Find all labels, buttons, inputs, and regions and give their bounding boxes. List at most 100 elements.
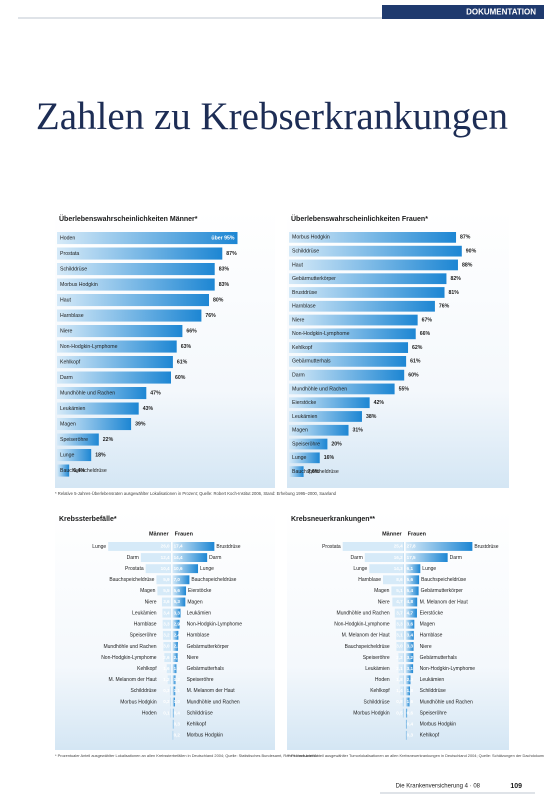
bar [166,664,171,674]
bar-category: Morbus Hodgkin [187,733,224,739]
bar [172,675,176,685]
bar [289,452,320,464]
bar [57,464,70,477]
bar-category: Magen [60,421,76,427]
bar-category: M. Melanom der Haut [342,633,391,639]
bar-category: M. Melanom der Haut [109,677,158,683]
bar [405,719,407,729]
bar-category: Bauchspeicheldrüse [421,577,466,583]
chart-title: Überlebenswahrscheinlichkeiten Frauen* [291,214,428,223]
value-label: 18% [95,452,106,458]
bar-category: Schilddrüse [60,266,87,272]
bar [395,619,404,629]
value-label: 4,7 [407,610,414,615]
value-label: 82% [450,276,461,282]
bar [405,630,414,640]
value-label: 5,1 [396,588,403,593]
bar-category: Lunge [422,566,436,572]
bar-category: Speiseröhre [292,441,320,447]
value-label: 60% [408,373,419,379]
value-label: 1,2 [174,677,181,682]
bar [405,708,408,718]
value-label: 0,2 [174,733,181,738]
bar-category: Lunge [92,544,106,550]
bar [108,542,171,551]
value-label: 0,5 [396,710,403,715]
legend-label: Männer [149,531,169,537]
bar [398,653,404,662]
chart-title: Krebsneuerkrankungen** [291,516,375,523]
bar [405,697,410,707]
bar [57,371,171,384]
value-label: 16,2 [394,555,403,560]
bar [289,342,409,353]
bar-category: Mundhöhle und Rachen [337,610,390,616]
bar [399,675,404,685]
bar [161,597,171,607]
value-label: 3,0 [396,644,403,649]
value-label: 26,0 [161,544,170,549]
footer-journal: Die Krankenversicherung 4 · 08 [396,784,481,790]
value-label: 60% [175,375,186,381]
bar [157,586,171,596]
value-label: 25,4 [394,544,403,549]
value-label: 0,8 [396,699,403,704]
bar [57,449,92,462]
bar-category: Morbus Hodgkin [120,699,157,705]
bar [289,245,462,257]
bar [289,411,362,422]
bar-category: Harnblase [60,313,84,319]
bar [289,232,457,243]
value-label: 0,6 [407,710,414,715]
value-label: 2,0 [407,677,414,682]
bar-category: Lunge [200,566,214,572]
bar-category: Non-Hodgkin-Lymphome [60,344,118,350]
bar [169,686,171,696]
bar-category: Hoden [60,235,75,241]
chart-title: Überlebenswahrscheinlichkeiten Männer* [59,214,198,223]
value-label: 3,1 [396,633,403,638]
value-label: 10,4 [161,566,170,571]
bar-category: Brustdrüse [292,290,317,296]
value-label: 14,3 [394,566,403,571]
value-label: 38% [366,414,377,420]
value-label: 16% [324,455,335,461]
value-label: 6,1 [407,566,414,571]
bar [172,630,179,640]
bar-category: Darm [127,555,139,561]
value-label: über 95% [211,235,234,241]
value-label: 1,8 [396,677,403,682]
bar [289,383,395,395]
bar [364,553,404,562]
value-label: 76% [439,304,450,310]
bar-category: Schilddrüse [130,688,156,694]
bar [405,597,418,607]
value-label: 0,2 [163,699,170,704]
bar [167,675,171,685]
bar-category: Morbus Hodgkin [292,235,330,241]
bar-category: Magen [187,599,203,605]
value-label: 61% [410,359,421,365]
bar [162,630,171,640]
bar-category: M. Melanom der Haut [420,599,469,605]
bar [405,653,414,662]
value-label: 47% [150,390,161,396]
bar [172,575,190,585]
value-label: 66% [186,328,197,334]
value-label: 76% [205,313,216,319]
value-label: 2,2 [396,655,403,660]
bar [391,586,404,596]
bar [140,553,171,562]
bar-category: Brustdrüse [216,544,240,550]
value-label: 7,6% [308,469,320,475]
bar-category: Schilddrüse [364,699,390,705]
bar-category: Hoden [142,710,157,716]
bar-category: Kehlkopf [137,666,157,672]
bar [172,697,175,707]
bar-category: Bauchspeicheldrüse [109,577,154,583]
value-label: 3,3 [396,621,403,626]
bar-category: Gebärmutterhals [292,359,331,365]
bar [405,586,419,596]
bar [289,300,435,312]
bar-category: Magen [292,428,308,434]
